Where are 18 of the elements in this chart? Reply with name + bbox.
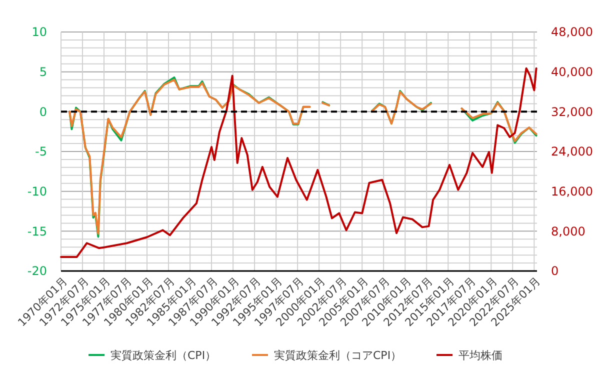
legend-label: 実質政策金利（CPI）: [110, 348, 216, 362]
y-tick-label: -5: [35, 144, 47, 159]
y-tick-label: -20: [27, 264, 47, 278]
line-series: [60, 67, 538, 258]
y2-tick-label: 48,000: [551, 25, 593, 40]
y-tick-label: 0: [39, 104, 47, 119]
y2-tick-label: 0: [551, 264, 559, 278]
legend-label: 実質政策金利（コアCPI）: [274, 348, 402, 362]
y2-tick-label: 40,000: [551, 65, 593, 80]
y2-tick-label: 8,000: [551, 224, 586, 238]
y-tick-label: 10: [32, 25, 47, 40]
y2-tick-label: 16,000: [551, 184, 593, 199]
y-tick-label: -15: [27, 224, 47, 238]
y2-tick-label: 32,000: [551, 104, 593, 119]
legend-label: 平均株価: [458, 348, 502, 362]
y2-tick-label: 24,000: [551, 144, 593, 159]
y-tick-label: 5: [39, 65, 47, 80]
y-tick-label: -10: [27, 184, 47, 199]
